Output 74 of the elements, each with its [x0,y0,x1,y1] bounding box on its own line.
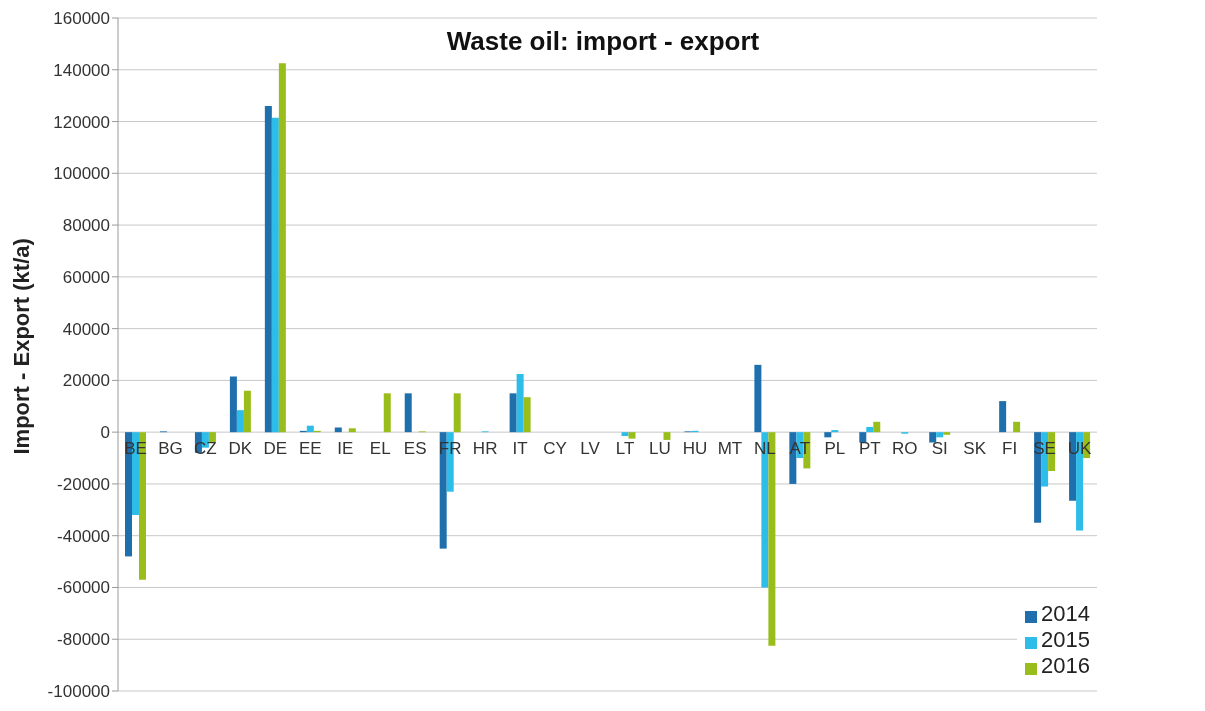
y-tick-label: 80000 [62,216,110,236]
x-tick-label: FI [1002,439,1018,459]
x-tick-label: SI [931,439,948,459]
bar [271,117,279,433]
x-tick-label: DK [228,439,253,459]
bar [824,432,832,438]
y-tick-label: 140000 [53,60,110,80]
bar [831,430,839,433]
bar [278,63,286,433]
y-tick-label: 0 [100,423,110,443]
legend-label: 2016 [1041,653,1090,678]
bar [229,376,237,433]
chart-title: Waste oil: import - export [446,26,760,56]
x-tick-label: CY [543,439,567,459]
x-tick-label: LU [649,439,671,459]
x-tick-label: BE [124,439,147,459]
bar [306,425,314,433]
bar [516,373,524,433]
bar [334,427,342,433]
x-tick-label: MT [717,439,743,459]
bar [453,393,461,433]
x-tick-label: NL [754,439,776,459]
bar [929,432,937,443]
x-tick-label: BG [158,439,183,459]
y-tick-label: 100000 [53,164,110,184]
x-tick-label: RO [891,439,918,459]
x-tick-label: HR [472,439,498,459]
x-tick-label: EE [298,439,322,459]
y-tick-label: 40000 [62,319,110,339]
y-tick-label: -40000 [57,526,110,546]
y-tick-label: 120000 [53,112,110,132]
x-tick-label: DE [263,439,288,459]
bar [999,401,1007,433]
bar [621,432,629,437]
x-tick-label: SK [963,439,987,459]
bar [523,397,531,433]
x-tick-label: UK [1067,439,1093,459]
y-tick-label: 160000 [53,9,110,29]
y-tick-label: 60000 [62,267,110,287]
bar [243,390,251,433]
x-tick-label: EL [369,439,391,459]
x-tick-label: ES [403,439,427,459]
bar [936,432,944,438]
legend-label: 2014 [1041,601,1090,626]
x-tick-label: PL [824,439,846,459]
x-tick-label: AT [789,439,811,459]
y-tick-label: -20000 [57,474,110,494]
bar [859,432,867,443]
bar [509,393,517,433]
x-tick-label: IT [512,439,528,459]
bar [628,432,636,439]
y-tick-label: -60000 [57,578,110,598]
y-tick-label: -100000 [47,682,110,702]
x-tick-label: IE [337,439,354,459]
bar [404,393,412,433]
x-tick-label: LT [615,439,635,459]
bar [873,421,881,433]
x-tick-label: SE [1033,439,1056,459]
x-tick-label: PT [858,439,881,459]
bar [348,428,356,433]
bar [1013,421,1021,433]
x-tick-label: HU [682,439,708,459]
legend-label: 2015 [1041,627,1090,652]
y-tick-label: -80000 [57,630,110,650]
bar [943,432,951,435]
x-tick-label: LV [580,439,601,459]
bar [236,410,244,433]
bar [754,364,762,433]
bar [663,432,671,440]
bar [866,426,874,433]
bar [264,106,272,433]
y-tick-label: 20000 [62,371,110,391]
bar [383,393,391,433]
y-axis-title: Import - Export (kt/a) [8,238,34,455]
